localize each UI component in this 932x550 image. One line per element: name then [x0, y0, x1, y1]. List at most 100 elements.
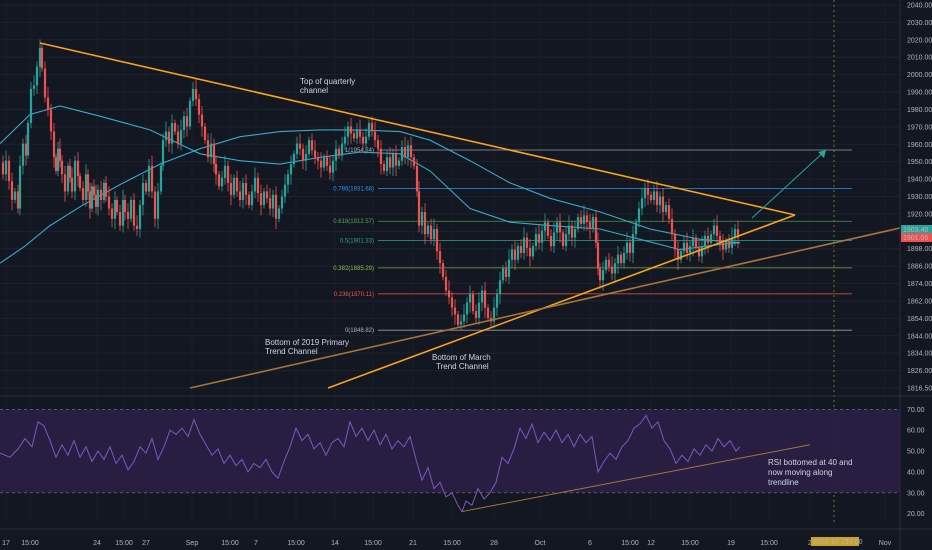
candle-body	[235, 177, 239, 192]
candlestick-series	[1, 39, 740, 330]
candle-body	[495, 293, 499, 308]
candle-body	[564, 234, 568, 247]
candle-body	[655, 191, 659, 206]
y-tick-label: 1826.00	[907, 368, 932, 375]
candle-body	[84, 174, 88, 200]
candle-body	[292, 153, 296, 165]
candle-body	[170, 123, 174, 144]
candle-body	[543, 222, 547, 231]
candle-body	[477, 302, 481, 318]
candle-body	[450, 297, 454, 308]
candle-body	[709, 234, 713, 243]
candle-body	[340, 143, 344, 156]
candle-body	[29, 88, 33, 124]
candle-body	[7, 160, 11, 182]
candle-body	[179, 129, 183, 144]
chart-annotation: Bottom of March	[432, 353, 491, 362]
candle-body	[570, 225, 574, 238]
candle-body	[182, 116, 186, 130]
candle-body	[167, 131, 171, 144]
candle-body	[576, 217, 580, 230]
candle-body	[501, 268, 505, 281]
x-tick-label: 15:00	[115, 540, 133, 547]
candle-body	[256, 177, 260, 194]
x-tick-label: 15:00	[221, 540, 239, 547]
candle-body	[610, 266, 614, 274]
fibonacci-retracement[interactable]: 0(1848.82) 0.236(1870.11) 0.382(1885.29) 0.…	[333, 148, 852, 334]
rsi-y-tick-label: 70.00	[907, 407, 925, 414]
candle-body	[706, 235, 710, 243]
candle-body	[88, 191, 92, 209]
candle-body	[280, 196, 284, 209]
candle-body	[516, 246, 520, 260]
price-label-bg	[901, 225, 932, 234]
candle-body	[694, 237, 698, 248]
candle-body	[78, 176, 82, 189]
candle-body	[209, 143, 213, 158]
candle-body	[214, 164, 218, 175]
y-tick-label: 1886.00	[907, 264, 932, 271]
candle-body	[682, 242, 686, 252]
candle-body	[343, 136, 347, 144]
candle-body	[173, 123, 177, 132]
candle-body	[567, 225, 571, 235]
candle-body	[206, 140, 210, 158]
candle-body	[649, 194, 653, 200]
candle-body	[4, 160, 8, 175]
candle-body	[334, 148, 338, 161]
candle-body	[123, 199, 127, 212]
triangle-upper-trendline	[39, 42, 796, 216]
x-tick-label: 15:00	[443, 540, 461, 547]
candle-body	[265, 191, 269, 199]
candle-body	[38, 47, 42, 67]
candle-body	[733, 229, 737, 238]
candle-body	[241, 182, 245, 200]
candle-body	[718, 235, 722, 243]
candle-body	[546, 222, 550, 236]
candle-body	[58, 148, 62, 161]
candle-body	[715, 225, 719, 236]
x-tick-label: 15:00	[364, 540, 382, 547]
rsi-y-tick-label: 20.00	[907, 511, 925, 518]
candle-body	[519, 246, 523, 253]
trendlines[interactable]	[39, 42, 901, 389]
candle-body	[24, 143, 28, 156]
candle-body	[513, 249, 517, 260]
candle-body	[92, 186, 96, 195]
chart-annotation: Bottom of 2019 Primary	[265, 338, 349, 347]
candle-body	[438, 251, 442, 264]
y-tick-label: 1920.00	[907, 211, 932, 218]
candle-body	[238, 191, 242, 200]
candle-body	[531, 246, 535, 257]
candle-body	[185, 116, 189, 127]
candle-body	[483, 290, 487, 308]
candle-body	[115, 199, 119, 212]
x-tick-label: 19	[727, 540, 735, 547]
candle-body	[259, 193, 263, 206]
rsi-y-tick-label: 40.00	[907, 469, 925, 476]
y-tick-label: 1862.00	[907, 298, 932, 305]
candle-body	[40, 47, 44, 69]
candle-body	[613, 263, 617, 274]
candle-body	[730, 237, 734, 248]
candle-body	[129, 199, 133, 219]
candle-body	[453, 307, 457, 315]
time-cursor-date: 2020-10-27	[813, 539, 849, 546]
candle-body	[388, 157, 392, 168]
candle-body	[313, 150, 317, 158]
candle-body	[364, 136, 368, 144]
candle-body	[132, 199, 136, 226]
candle-body	[721, 242, 725, 250]
y-tick-label: 1834.00	[907, 351, 932, 358]
candle-body	[328, 165, 332, 173]
candle-body	[13, 191, 17, 200]
x-tick-label: Nov	[879, 540, 892, 547]
candle-body	[86, 174, 90, 192]
candle-body	[540, 230, 544, 243]
y-tick-label: 1898.00	[907, 246, 932, 253]
rsi-band-fill	[0, 409, 900, 493]
candle-body	[46, 97, 50, 110]
candle-body	[423, 211, 427, 235]
x-tick-label: 15:00	[21, 540, 39, 547]
